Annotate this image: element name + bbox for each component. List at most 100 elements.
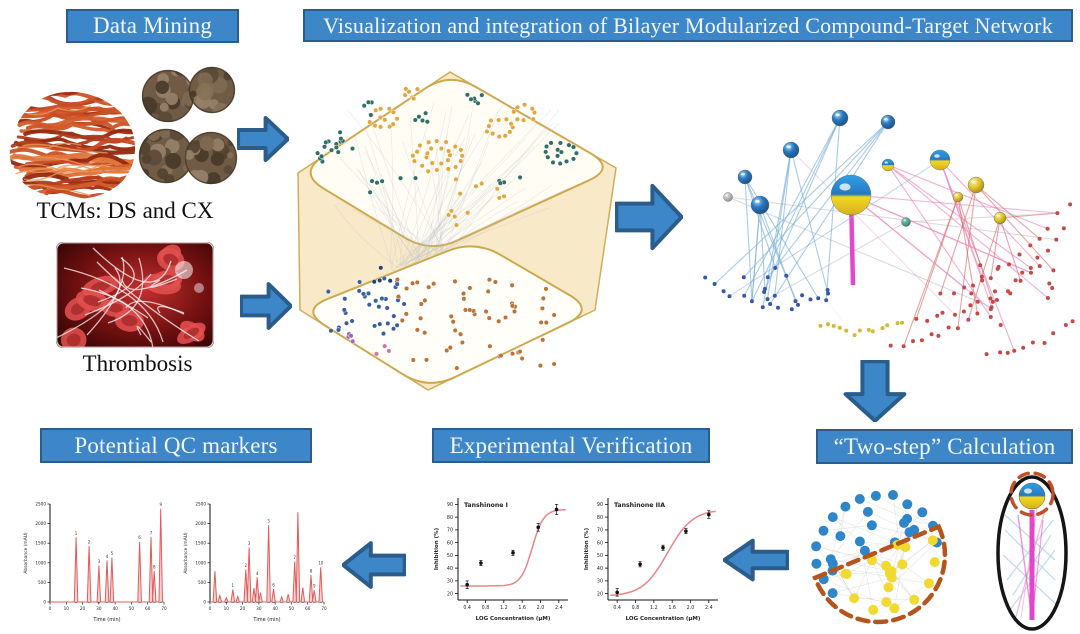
svg-text:40: 40 — [597, 566, 603, 572]
svg-text:2.0: 2.0 — [537, 605, 545, 611]
dose-response-tanshinone-1-chart: 20 30 40 50 60 70 80 90 0.4 0.8 1.2 1.6 2.0 2.4 LOG Co… — [434, 498, 568, 622]
danshen-roots-photo — [9, 91, 136, 200]
arrow-down-3d-to-twostep — [840, 360, 910, 422]
svg-text:2: 2 — [88, 539, 91, 544]
svg-text:6: 6 — [272, 583, 275, 588]
svg-text:40: 40 — [272, 606, 278, 611]
svg-text:0: 0 — [43, 600, 46, 605]
svg-text:70: 70 — [321, 606, 327, 611]
svg-text:5: 5 — [267, 519, 270, 524]
svg-text:90: 90 — [597, 502, 603, 508]
svg-text:2000: 2000 — [195, 521, 206, 526]
svg-text:60: 60 — [597, 540, 603, 546]
svg-text:1.6: 1.6 — [668, 605, 676, 611]
svg-text:40: 40 — [447, 566, 453, 572]
3d-network-art — [703, 109, 1075, 357]
svg-text:1.2: 1.2 — [500, 605, 508, 611]
header-experimental-verification: Experimental Verification — [432, 428, 710, 463]
svg-text:500: 500 — [198, 580, 206, 585]
label-tcms-ds-cx: TCMs: DS and CX — [36, 198, 214, 223]
svg-text:1: 1 — [232, 583, 235, 588]
svg-text:2.0: 2.0 — [687, 605, 695, 611]
module-half-circle-art — [811, 490, 948, 625]
svg-text:60: 60 — [305, 606, 311, 611]
svg-text:1500: 1500 — [195, 541, 206, 546]
svg-text:0.4: 0.4 — [613, 605, 621, 611]
svg-text:10: 10 — [224, 606, 230, 611]
svg-text:90: 90 — [447, 502, 453, 508]
svg-text:1: 1 — [75, 531, 78, 536]
svg-text:7: 7 — [293, 555, 296, 560]
header-qc-markers: Potential QC markers — [40, 428, 312, 463]
thrombosis-photo — [56, 242, 214, 348]
chuanxiong-rhizome-photo — [138, 66, 238, 185]
svg-text:60: 60 — [447, 540, 453, 546]
svg-text:20: 20 — [447, 591, 453, 597]
svg-text:8: 8 — [153, 565, 156, 570]
module-ellipse-art — [996, 471, 1068, 631]
svg-text:Absorbance (mAU): Absorbance (mAU) — [183, 532, 189, 574]
svg-text:20: 20 — [597, 591, 603, 597]
svg-text:0.8: 0.8 — [632, 605, 640, 611]
svg-text:1.6: 1.6 — [518, 605, 526, 611]
svg-text:20: 20 — [240, 606, 246, 611]
header-data-mining: Data Mining — [66, 9, 239, 43]
svg-text:30: 30 — [447, 579, 453, 585]
header-two-step-calculation: “Two-step” Calculation — [816, 429, 1073, 464]
header-visualization: Visualization and integration of Bilayer… — [303, 9, 1073, 42]
arrow-left-experimental-to-qc — [342, 539, 406, 591]
svg-text:Inhibition (%): Inhibition (%) — [584, 527, 590, 570]
svg-text:1.2: 1.2 — [650, 605, 658, 611]
bilayer-network-art — [297, 71, 617, 391]
dose-response-tanshinone-2a-chart: 20 30 40 50 60 70 80 90 0.4 0.8 1.2 1.6 2.0 2.4 LOG Co… — [584, 498, 718, 622]
svg-text:70: 70 — [597, 528, 603, 534]
svg-text:7: 7 — [150, 530, 153, 535]
svg-text:Time (min): Time (min) — [252, 617, 280, 623]
svg-text:10: 10 — [64, 606, 70, 611]
chromatogram-ds-chart: 0 500 1000 1500 2000 2500 0 10 20 30 40 50 60 70 Time … — [23, 502, 167, 624]
svg-text:0: 0 — [209, 606, 212, 611]
svg-text:70: 70 — [161, 606, 167, 611]
svg-text:LOG Concentration (μM): LOG Concentration (μM) — [626, 616, 701, 622]
svg-text:50: 50 — [129, 606, 135, 611]
svg-text:6: 6 — [138, 535, 141, 540]
svg-text:Tanshinone IIA: Tanshinone IIA — [614, 502, 665, 509]
svg-text:0: 0 — [203, 600, 206, 605]
svg-text:0.8: 0.8 — [482, 605, 490, 611]
arrow-right-thrombosis-to-bilayer — [240, 280, 292, 332]
svg-text:50: 50 — [289, 606, 295, 611]
svg-text:2500: 2500 — [195, 502, 206, 507]
label-thrombosis: Thrombosis — [82, 351, 193, 376]
svg-text:30: 30 — [96, 606, 102, 611]
arrow-right-tcm-to-bilayer — [237, 114, 289, 164]
svg-text:1000: 1000 — [195, 560, 206, 565]
svg-text:10: 10 — [318, 561, 324, 566]
svg-text:0.4: 0.4 — [463, 605, 471, 611]
svg-text:0: 0 — [49, 606, 52, 611]
svg-text:2000: 2000 — [35, 521, 46, 526]
svg-text:50: 50 — [447, 553, 453, 559]
svg-text:20: 20 — [80, 606, 86, 611]
svg-text:Tanshinone I: Tanshinone I — [464, 502, 508, 509]
svg-text:40: 40 — [112, 606, 118, 611]
svg-text:70: 70 — [447, 528, 453, 534]
svg-text:2: 2 — [245, 563, 248, 568]
svg-text:LOG Concentration (μM): LOG Concentration (μM) — [476, 616, 551, 622]
svg-text:80: 80 — [597, 515, 603, 521]
svg-text:Absorbance (mAU): Absorbance (mAU) — [23, 532, 29, 574]
svg-text:3: 3 — [248, 541, 251, 546]
svg-text:4: 4 — [106, 554, 109, 559]
svg-text:3: 3 — [98, 559, 101, 564]
svg-text:2.4: 2.4 — [705, 605, 713, 611]
svg-text:Time (min): Time (min) — [92, 617, 120, 623]
svg-text:8: 8 — [310, 568, 313, 573]
svg-text:50: 50 — [597, 553, 603, 559]
svg-text:5: 5 — [111, 551, 114, 556]
svg-text:80: 80 — [447, 515, 453, 521]
svg-text:9: 9 — [313, 584, 316, 589]
svg-text:9: 9 — [159, 502, 162, 507]
svg-text:Inhibition (%): Inhibition (%) — [434, 527, 440, 570]
arrow-right-bilayer-to-3d — [615, 180, 683, 254]
arrow-left-module-to-experimental — [723, 537, 789, 583]
